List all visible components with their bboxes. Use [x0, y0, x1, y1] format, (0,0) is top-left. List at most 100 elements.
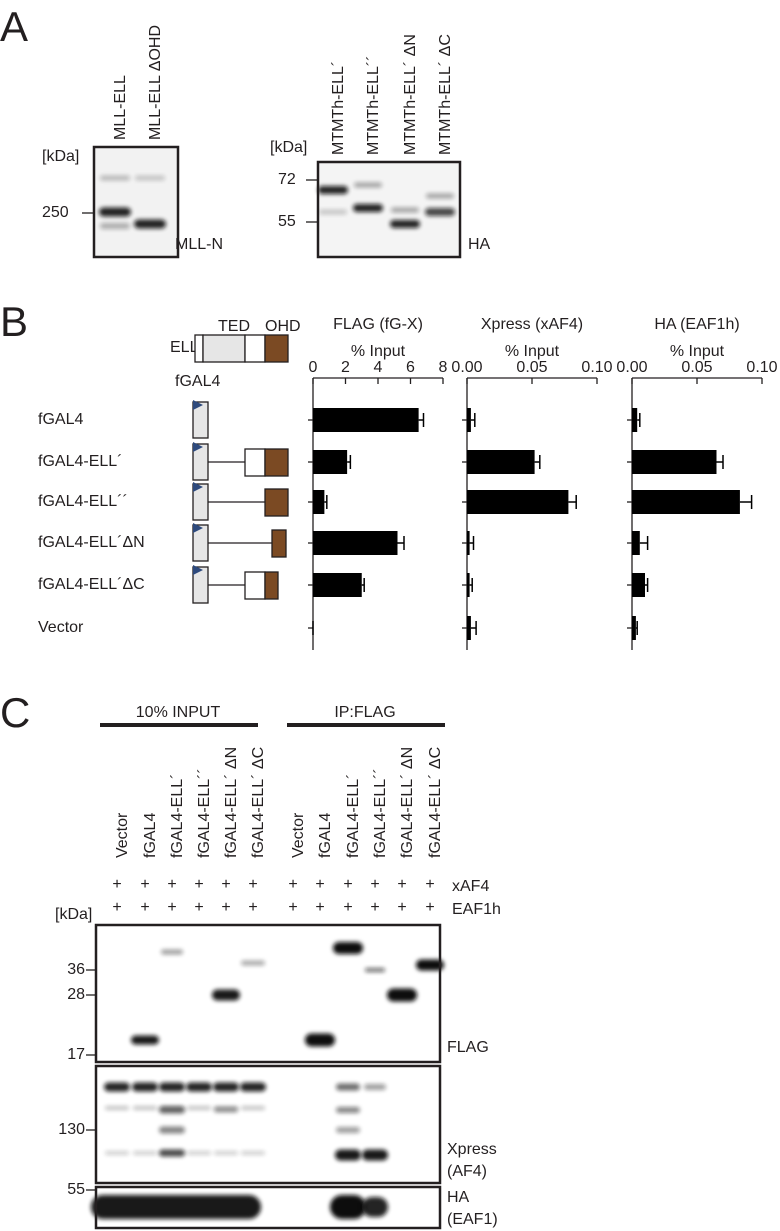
- error-bar: [347, 455, 352, 469]
- band: [133, 1106, 157, 1110]
- flag-tag: [193, 523, 203, 533]
- antibody-label: (AF4): [447, 1163, 487, 1180]
- error-bar: [418, 413, 425, 427]
- marker-label: 17: [67, 1046, 85, 1063]
- error-bar: [645, 578, 649, 592]
- lane-label: Vector: [114, 812, 131, 858]
- band: [426, 193, 454, 199]
- lane-label: MTMTh-ELL´ ΔC: [437, 34, 454, 155]
- error-bar: [716, 455, 724, 469]
- error-bar: [739, 495, 753, 509]
- lane-label: fGAL4-ELL´ ΔC: [250, 747, 267, 858]
- band: [365, 968, 385, 972]
- gal4-box: [192, 524, 209, 562]
- band: [364, 1084, 386, 1090]
- region-label: OHD: [265, 318, 301, 335]
- plus-sign: +: [370, 899, 379, 916]
- domain-ohd: [271, 529, 287, 558]
- domain: [244, 334, 266, 363]
- band: [362, 1149, 388, 1161]
- plus-sign: +: [167, 899, 176, 916]
- flag-tag: [193, 442, 203, 452]
- row-label: fGAL4-ELL´ΔN: [38, 534, 145, 551]
- error-bar: [568, 495, 577, 509]
- chart-title: Xpress (xAF4): [481, 316, 583, 333]
- plus-sign: +: [248, 899, 257, 916]
- plus-sign: +: [167, 876, 176, 893]
- blot: [316, 160, 462, 259]
- band: [131, 1035, 159, 1045]
- lane-label: fGAL4: [142, 813, 159, 858]
- bar: [632, 450, 717, 474]
- band: [187, 1151, 211, 1155]
- row-label: Vector: [38, 619, 84, 636]
- band: [132, 1082, 158, 1092]
- domain-ted: [202, 334, 246, 363]
- condition-label: xAF4: [452, 878, 489, 895]
- marker-label: 250: [42, 204, 69, 221]
- x-tick-label: 0.00: [451, 359, 482, 376]
- band: [100, 223, 130, 229]
- error-bar: [470, 621, 477, 635]
- marker-label: 72: [278, 171, 296, 188]
- bar: [632, 490, 740, 514]
- lane-label: MLL-ELL ΔOHD: [147, 25, 164, 140]
- band: [240, 1082, 266, 1092]
- band: [214, 1151, 238, 1155]
- blot: [94, 1185, 442, 1230]
- plus-sign: +: [315, 876, 324, 893]
- chart-title: HA (EAF1h): [654, 316, 739, 333]
- x-tick-label: 0: [309, 359, 318, 376]
- band: [214, 1107, 238, 1113]
- x-tick-label: 8: [439, 359, 448, 376]
- marker-label: 130: [58, 1121, 85, 1138]
- band: [161, 949, 183, 955]
- band: [241, 1106, 265, 1110]
- antibody-label: MLL-N: [175, 236, 223, 253]
- lane-label: fGAL4-ELL´: [345, 774, 362, 858]
- bar: [467, 573, 470, 597]
- x-tick-label: 0.05: [681, 359, 712, 376]
- group-label: 10% INPUT: [136, 704, 221, 721]
- plus-sign: +: [112, 899, 121, 916]
- blot: [94, 923, 442, 1064]
- domain-ohd: [264, 334, 289, 363]
- chart-title: FLAG (fG-X): [333, 316, 423, 333]
- plus-sign: +: [194, 899, 203, 916]
- error-bar: [635, 621, 638, 635]
- x-tick-label: 4: [374, 359, 383, 376]
- marker-label: 28: [67, 986, 85, 1003]
- band: [159, 1106, 185, 1114]
- gal4-box: [192, 401, 209, 439]
- band: [135, 175, 165, 181]
- band: [335, 1149, 361, 1161]
- band: [105, 1106, 129, 1110]
- domain-ohd: [264, 448, 289, 477]
- error-bar: [639, 536, 649, 550]
- x-tick-label: 0.00: [616, 359, 647, 376]
- lane-label: fGAL4: [317, 813, 334, 858]
- band: [336, 1127, 360, 1133]
- plus-sign: +: [425, 876, 434, 893]
- plus-sign: +: [397, 876, 406, 893]
- lane-label: fGAL4-ELL´´: [196, 768, 213, 858]
- plus-sign: +: [343, 876, 352, 893]
- plus-sign: +: [288, 899, 297, 916]
- x-tick-label: 6: [406, 359, 415, 376]
- band: [391, 207, 419, 213]
- panel-label: B: [0, 298, 28, 345]
- band: [336, 1107, 360, 1113]
- bar: [632, 408, 638, 432]
- band: [318, 186, 348, 194]
- flag-tag: [193, 565, 203, 575]
- marker-label: 55: [67, 1181, 85, 1198]
- row-label: fGAL4-ELL´´: [38, 493, 128, 510]
- band: [305, 1033, 335, 1047]
- band: [213, 1082, 239, 1092]
- error-bar: [470, 413, 476, 427]
- panel-label: A: [0, 3, 28, 50]
- band: [390, 220, 420, 228]
- group-label: IP:FLAG: [334, 704, 395, 721]
